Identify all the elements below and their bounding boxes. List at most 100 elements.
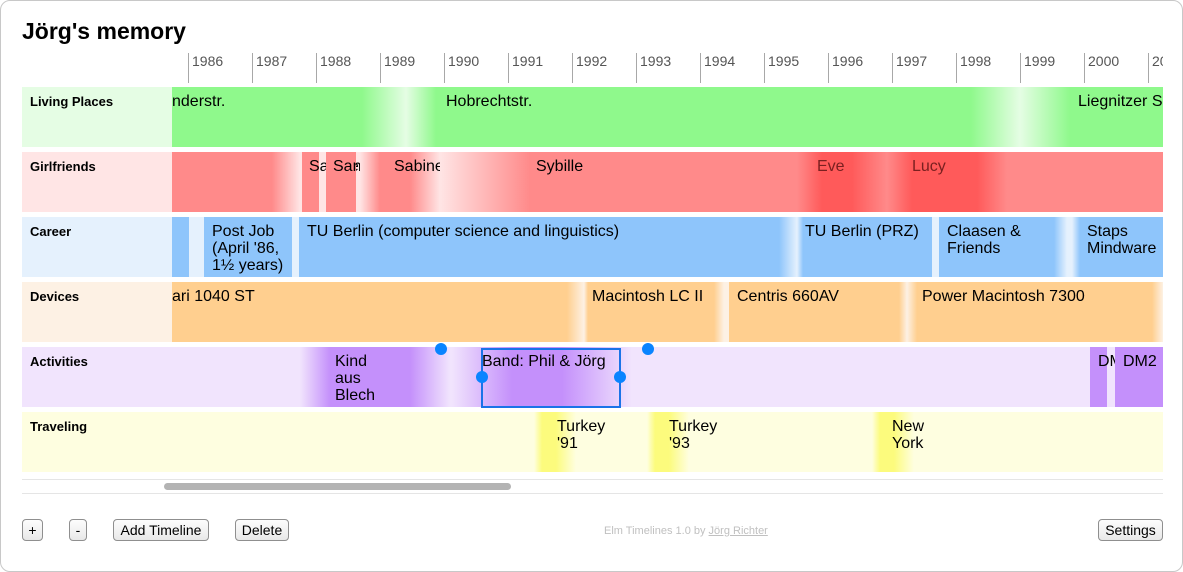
delete-button[interactable]: Delete bbox=[235, 519, 289, 541]
row-label[interactable]: Career bbox=[22, 217, 172, 277]
zoom-in-button[interactable]: + bbox=[22, 519, 43, 541]
year-tick bbox=[892, 53, 893, 83]
bar[interactable]: New York bbox=[872, 412, 924, 472]
year-tick bbox=[572, 53, 573, 83]
bar-label: Centris 660AV bbox=[737, 288, 839, 305]
year-ruler[interactable]: 1986 1987 1988 1989 1990 1991 1992 1993 … bbox=[172, 45, 1163, 83]
year-tick bbox=[1020, 53, 1021, 83]
bar-label: Staps Mindware bbox=[1087, 223, 1157, 257]
year-tick bbox=[956, 53, 957, 83]
year-label: 1992 bbox=[576, 53, 608, 69]
settings-button[interactable]: Settings bbox=[1098, 519, 1163, 541]
year-label: 20 bbox=[1152, 53, 1163, 69]
bar-label: nderstr. bbox=[172, 93, 226, 110]
bar[interactable]: Lucy bbox=[887, 152, 1163, 212]
bar-label: Lucy bbox=[912, 158, 946, 175]
footer-credit: Elm Timelines 1.0 by Jörg Richter bbox=[604, 525, 768, 537]
lane[interactable]: ari 1040 ST Macintosh LC II Centris 660A… bbox=[172, 282, 1163, 342]
page-title: Jörg's memory bbox=[22, 18, 186, 44]
year-tick bbox=[444, 53, 445, 83]
timeline-living-places: Living Places nderstr. Hobrechtstr. Lieg… bbox=[22, 87, 1163, 147]
resize-handle-right[interactable] bbox=[614, 371, 626, 383]
bar-label: Sabine bbox=[394, 158, 444, 175]
bar[interactable] bbox=[172, 152, 300, 212]
bar-label: Turkey '93 bbox=[669, 418, 718, 452]
year-label: 1998 bbox=[960, 53, 992, 69]
lane[interactable]: Sabine Sandra Sabine Sybille Eve Lucy bbox=[172, 152, 1163, 212]
horizontal-scrollbar[interactable] bbox=[22, 479, 1163, 494]
bar[interactable]: Centris 660AV bbox=[729, 282, 907, 342]
bar[interactable]: Hobrechtstr. bbox=[406, 87, 1020, 147]
year-label: 1995 bbox=[768, 53, 800, 69]
year-tick bbox=[636, 53, 637, 83]
year-label: 1990 bbox=[448, 53, 480, 69]
row-label[interactable]: Devices bbox=[22, 282, 172, 342]
bar-label: Turkey '91 bbox=[557, 418, 606, 452]
bar[interactable]: Staps Mindware bbox=[1072, 217, 1163, 277]
year-tick bbox=[700, 53, 701, 83]
year-label: 1996 bbox=[832, 53, 864, 69]
timeline-devices: Devices ari 1040 ST Macintosh LC II Cent… bbox=[22, 282, 1163, 342]
lane[interactable]: Post Job (April '86, 1½ years) TU Berlin… bbox=[172, 217, 1163, 277]
bar-label: Band: Phil & Jörg bbox=[482, 353, 606, 370]
resize-handle-left[interactable] bbox=[476, 371, 488, 383]
bar-label: Hobrechtstr. bbox=[446, 93, 533, 110]
bar[interactable]: Sabine bbox=[302, 152, 359, 212]
bar[interactable]: Power Macintosh 7300 bbox=[907, 282, 1163, 342]
bar[interactable] bbox=[172, 217, 189, 277]
bar[interactable]: nderstr. bbox=[172, 87, 406, 147]
move-handle-left[interactable] bbox=[435, 343, 447, 355]
move-handle-right[interactable] bbox=[642, 343, 654, 355]
row-label[interactable]: Living Places bbox=[22, 87, 172, 147]
bar-label: TU Berlin (computer science and linguist… bbox=[307, 223, 620, 240]
row-label[interactable]: Activities bbox=[22, 347, 172, 407]
bar[interactable]: Claasen & Friends bbox=[939, 217, 1067, 277]
bar-label: ari 1040 ST bbox=[172, 288, 255, 305]
bar[interactable]: DM1 bbox=[1090, 347, 1132, 407]
bar[interactable]: Eve bbox=[797, 152, 887, 212]
year-tick bbox=[508, 53, 509, 83]
bar-label: TU Berlin (PRZ) bbox=[805, 223, 919, 240]
bar[interactable]: Sabine bbox=[360, 152, 444, 212]
bar[interactable]: Liegnitzer S bbox=[1020, 87, 1163, 147]
year-label: 1993 bbox=[640, 53, 672, 69]
zoom-out-button[interactable]: - bbox=[69, 519, 87, 541]
bar-label: Sandra bbox=[333, 158, 385, 175]
year-label: 1987 bbox=[256, 53, 288, 69]
year-tick bbox=[252, 53, 253, 83]
timeline-girlfriends: Girlfriends Sabine Sandra Sabine Sybille… bbox=[22, 152, 1163, 212]
bar-label: Sabine bbox=[309, 158, 359, 175]
year-label: 1986 bbox=[192, 53, 224, 69]
bar[interactable]: TU Berlin (PRZ) bbox=[797, 217, 932, 277]
bar[interactable]: Macintosh LC II bbox=[584, 282, 724, 342]
bar[interactable]: Kind aus Blech bbox=[300, 347, 450, 407]
bar[interactable]: TU Berlin (computer science and linguist… bbox=[299, 217, 797, 277]
bar[interactable]: Sybille bbox=[440, 152, 797, 212]
row-label[interactable]: Girlfriends bbox=[22, 152, 172, 212]
bar[interactable]: Post Job (April '86, 1½ years) bbox=[204, 217, 292, 277]
bar-label: DM1 bbox=[1098, 353, 1132, 370]
scrollbar-thumb[interactable] bbox=[164, 483, 511, 490]
bar-label: Macintosh LC II bbox=[592, 288, 704, 305]
add-timeline-button[interactable]: Add Timeline bbox=[113, 519, 209, 541]
year-label: 1991 bbox=[512, 53, 544, 69]
year-tick bbox=[380, 53, 381, 83]
lane[interactable]: Kind aus Blech Band: Phil & Jörg DM1 DM2 bbox=[172, 347, 1163, 407]
bar-label: Eve bbox=[817, 158, 845, 175]
lane[interactable]: nderstr. Hobrechtstr. Liegnitzer S bbox=[172, 87, 1163, 147]
year-label: 1989 bbox=[384, 53, 416, 69]
author-link[interactable]: Jörg Richter bbox=[708, 525, 768, 537]
timeline-traveling: Traveling Turkey '91 Turkey '93 New York bbox=[22, 412, 1163, 472]
timeline-career: Career Post Job (April '86, 1½ years) TU… bbox=[22, 217, 1163, 277]
bar[interactable]: Turkey '93 bbox=[647, 412, 717, 472]
year-tick bbox=[1084, 53, 1085, 83]
lane[interactable]: Turkey '91 Turkey '93 New York bbox=[172, 412, 1163, 472]
row-label[interactable]: Traveling bbox=[22, 412, 172, 472]
bar[interactable]: Turkey '91 bbox=[534, 412, 605, 472]
bar[interactable]: Sandra bbox=[326, 152, 385, 212]
selection-box[interactable] bbox=[481, 348, 621, 408]
bar[interactable]: ari 1040 ST bbox=[172, 282, 584, 342]
year-tick bbox=[828, 53, 829, 83]
bar[interactable]: DM2 bbox=[1115, 347, 1163, 407]
